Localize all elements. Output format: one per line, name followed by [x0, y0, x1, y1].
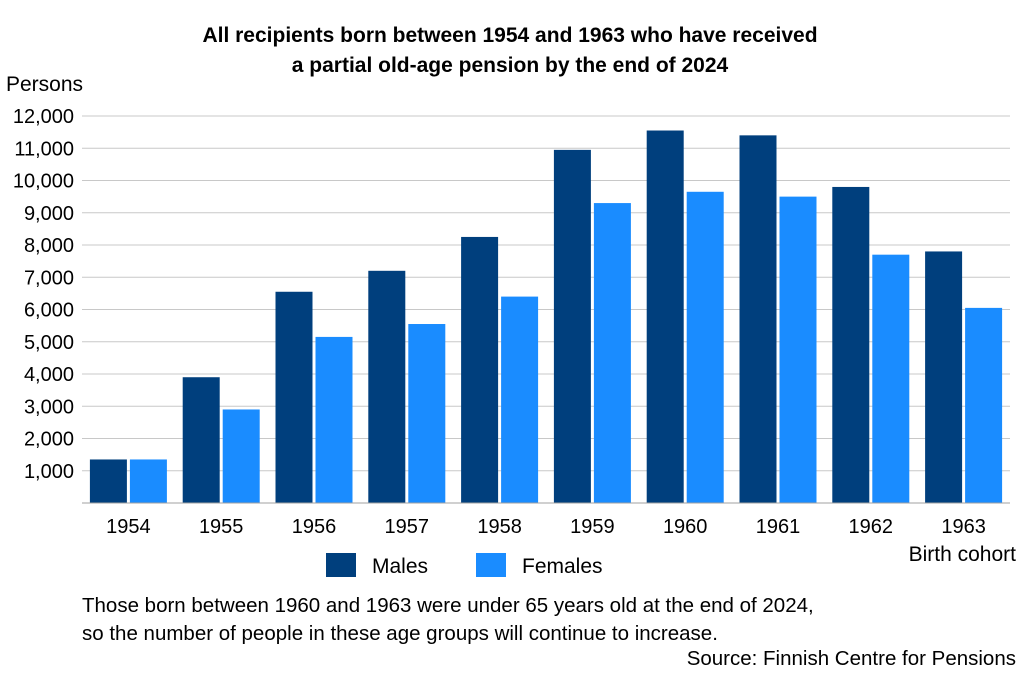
bar-females-1956	[315, 336, 353, 503]
bar-females-1961	[779, 196, 817, 503]
x-axis-ticks: 1954 1955 1956 1957 1958 1959 1960 1961 1962 1963	[106, 516, 986, 538]
x-tick-label: 1958	[477, 516, 522, 538]
x-tick-label: 1961	[756, 516, 801, 538]
y-axis-ticks: 1,000 2,000 3,000 4,000 5,000 6,000 7,000 8,000…	[13, 106, 74, 483]
x-tick-label: 1955	[199, 516, 244, 538]
y-tick-label: 9,000	[24, 203, 74, 225]
bar-males-1960	[646, 130, 684, 503]
legend-label-males: Males	[372, 555, 428, 578]
bar-females-1955	[222, 409, 260, 503]
legend-label-females: Females	[522, 555, 603, 578]
y-tick-label: 10,000	[13, 171, 74, 193]
bar-females-1954	[129, 459, 167, 503]
bar-females-1960	[686, 191, 724, 503]
bar-males-1956	[275, 291, 313, 503]
bar-males-1958	[461, 236, 499, 503]
bar-males-1959	[553, 149, 591, 504]
y-tick-label: 1,000	[24, 461, 74, 483]
bars	[89, 130, 1003, 504]
bar-males-1963	[925, 251, 963, 503]
bar-females-1958	[501, 296, 539, 503]
y-tick-label: 6,000	[24, 300, 74, 322]
x-tick-label: 1957	[385, 516, 430, 538]
x-tick-label: 1954	[106, 516, 151, 538]
y-tick-label: 8,000	[24, 235, 74, 257]
bar-males-1957	[368, 270, 406, 503]
x-tick-label: 1963	[941, 516, 986, 538]
x-tick-label: 1960	[663, 516, 708, 538]
footnote-line-1: Those born between 1960 and 1963 were un…	[82, 594, 814, 617]
x-tick-label: 1956	[292, 516, 337, 538]
y-tick-label: 7,000	[24, 267, 74, 289]
bar-females-1963	[965, 307, 1003, 503]
bar-females-1962	[872, 254, 910, 503]
chart-title-line-1: All recipients born between 1954 and 196…	[202, 24, 817, 47]
chart-title-line-2: a partial old-age pension by the end of …	[292, 54, 729, 77]
y-tick-label: 5,000	[24, 332, 74, 354]
x-tick-label: 1959	[570, 516, 615, 538]
bar-females-1957	[408, 324, 446, 503]
footnote: Those born between 1960 and 1963 were un…	[82, 592, 814, 648]
y-tick-label: 12,000	[13, 106, 74, 128]
legend: Males Females	[326, 553, 603, 578]
bar-females-1959	[593, 203, 631, 503]
x-tick-label: 1962	[849, 516, 894, 538]
bar-males-1961	[739, 135, 777, 503]
bar-males-1955	[182, 377, 220, 503]
x-axis-label: Birth cohort	[909, 543, 1017, 566]
legend-swatch-males	[326, 553, 356, 577]
bar-males-1954	[89, 459, 127, 503]
gridlines	[82, 115, 1010, 472]
source-credit: Source: Finnish Centre for Pensions	[686, 647, 1016, 670]
y-tick-label: 2,000	[24, 429, 74, 451]
y-tick-label: 11,000	[14, 138, 74, 160]
y-tick-label: 3,000	[24, 396, 74, 418]
bar-males-1962	[832, 186, 870, 503]
y-tick-label: 4,000	[24, 364, 74, 386]
footnote-line-2: so the number of people in these age gro…	[82, 622, 718, 645]
bar-chart: All recipients born between 1954 and 196…	[6, 24, 1017, 578]
legend-swatch-females	[476, 553, 506, 577]
y-axis-label: Persons	[6, 73, 83, 96]
